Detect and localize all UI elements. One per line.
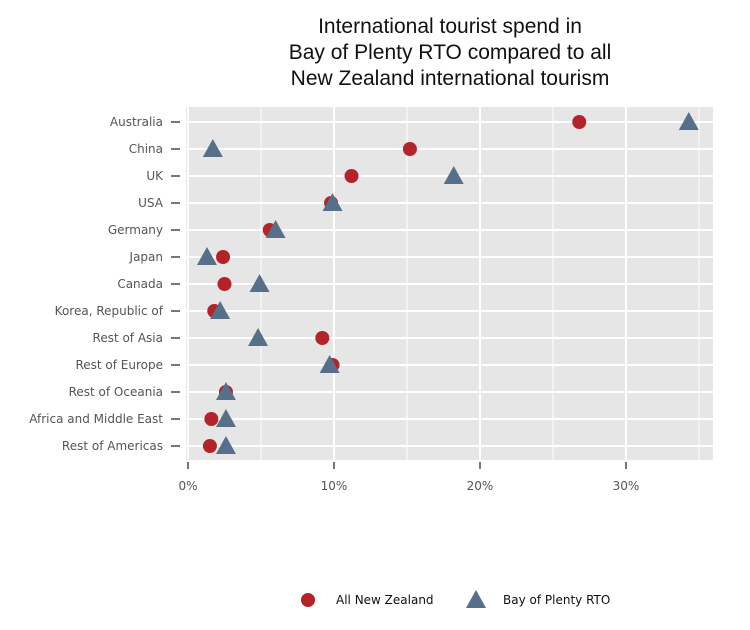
- point-bay-of-plenty: [215, 436, 236, 454]
- point-all-new-zealand: [315, 331, 330, 345]
- point-bay-of-plenty: [249, 274, 270, 292]
- point-bay-of-plenty: [248, 328, 269, 346]
- y-tick-label: Rest of Europe: [75, 358, 163, 372]
- x-tick-label: 10%: [321, 479, 348, 493]
- y-tick-label: Africa and Middle East: [29, 412, 163, 426]
- point-all-new-zealand: [202, 439, 217, 453]
- chart-title-line-2: Bay of Plenty RTO compared to all: [288, 41, 612, 64]
- legend-marker-triangle: [466, 590, 486, 608]
- point-bay-of-plenty: [202, 139, 223, 157]
- y-tick-label: UK: [146, 169, 164, 183]
- point-bay-of-plenty: [322, 193, 343, 211]
- point-bay-of-plenty: [215, 409, 236, 427]
- y-tick-label: USA: [138, 196, 164, 210]
- y-tick-label: Rest of Asia: [93, 331, 163, 345]
- legend-label: Bay of Plenty RTO: [503, 593, 610, 607]
- y-tick-label: Rest of Americas: [62, 439, 163, 453]
- y-tick-label: Japan: [129, 250, 163, 264]
- chart-title-line-1: International tourist spend in: [318, 15, 582, 38]
- y-tick-label: Rest of Oceania: [69, 385, 163, 399]
- y-tick-label: Germany: [108, 223, 163, 237]
- point-all-new-zealand: [204, 412, 219, 426]
- chart-title: International tourist spend in Bay of Pl…: [185, 14, 715, 92]
- point-all-new-zealand: [572, 115, 587, 129]
- x-tick-label: 30%: [613, 479, 640, 493]
- point-all-new-zealand: [216, 250, 231, 264]
- legend-label: All New Zealand: [336, 593, 434, 607]
- point-bay-of-plenty: [443, 166, 464, 184]
- point-all-new-zealand: [217, 277, 232, 291]
- point-all-new-zealand: [402, 142, 417, 156]
- y-tick-label: Canada: [117, 277, 163, 291]
- point-bay-of-plenty: [265, 220, 286, 238]
- y-tick-label: China: [129, 142, 163, 156]
- point-bay-of-plenty: [196, 247, 217, 265]
- chart-title-line-3: New Zealand international tourism: [290, 67, 610, 90]
- x-tick-label: 20%: [467, 479, 494, 493]
- y-tick-label: Korea, Republic of: [55, 304, 164, 318]
- point-all-new-zealand: [344, 169, 359, 183]
- point-bay-of-plenty: [215, 382, 236, 400]
- point-bay-of-plenty: [210, 301, 231, 319]
- point-bay-of-plenty: [678, 112, 699, 130]
- y-tick-label: Australia: [110, 115, 163, 129]
- legend-marker-circle: [301, 593, 315, 607]
- point-bay-of-plenty: [319, 355, 340, 373]
- x-tick-label: 0%: [178, 479, 197, 493]
